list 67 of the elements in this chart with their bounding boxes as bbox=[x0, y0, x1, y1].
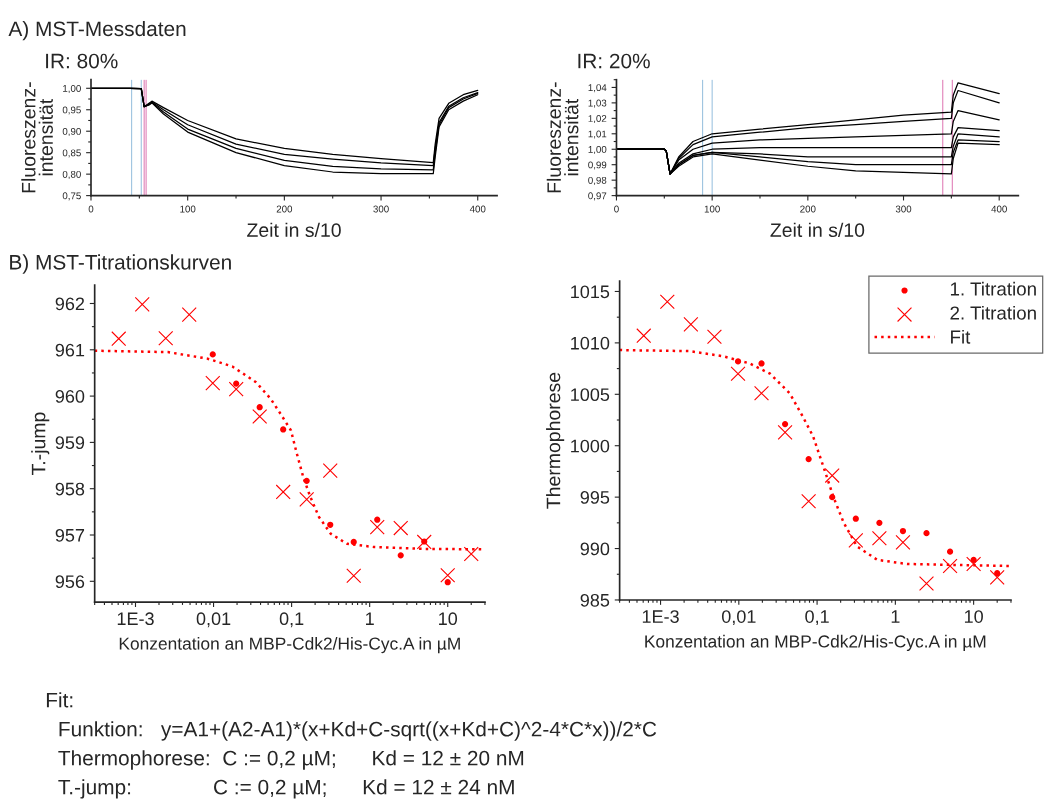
x-tick-label: 100 bbox=[180, 205, 196, 213]
y-tick-label: 0,97 bbox=[588, 192, 607, 201]
chart-title: A) MST-Messdaten bbox=[8, 20, 186, 41]
x-tick-label: 0 bbox=[88, 205, 94, 213]
text: Fit: bbox=[46, 692, 73, 708]
legend-label: 2. Titration bbox=[950, 305, 1036, 320]
x-tick-label: 400 bbox=[991, 205, 1007, 213]
x-tick-label: 0,1 bbox=[805, 610, 829, 626]
text: Funktion: y=A1+(A2-A1)*(x+Kd+C-sqrt((x+Kd+C)^2-4*C*x))/2*C bbox=[59, 721, 657, 741]
y-tick-label: 1,00 bbox=[588, 145, 607, 155]
y-tick-label: 1,04 bbox=[588, 84, 607, 93]
y-tick-label: 990 bbox=[580, 542, 610, 556]
y-tick-label: 960 bbox=[55, 390, 85, 403]
y-axis-title: Thermophorese bbox=[546, 372, 565, 509]
x-tick-label: 1 bbox=[366, 612, 374, 625]
x-tick-label: 200 bbox=[276, 205, 293, 213]
y-tick-label: 0,85 bbox=[62, 149, 81, 158]
y-tick-label: 1,03 bbox=[588, 99, 607, 108]
chart-title: B) MST-Titrationskurven bbox=[10, 254, 231, 274]
x-tick-label: 300 bbox=[895, 205, 912, 213]
y-axis-title: Fluoreszenz- intensität bbox=[546, 82, 579, 193]
y-tick-label: 0,80 bbox=[62, 170, 81, 179]
y-axis-title: T.-jump bbox=[31, 412, 50, 475]
x-tick-label: 400 bbox=[469, 205, 486, 213]
x-tick-label: 200 bbox=[800, 205, 816, 213]
y-tick-label: 1000 bbox=[571, 439, 610, 453]
y-tick-label: 958 bbox=[55, 482, 85, 496]
y-tick-label: 985 bbox=[580, 593, 610, 607]
y-tick-label: 0,90 bbox=[62, 127, 81, 136]
x-tick-label: 1 bbox=[891, 610, 900, 623]
y-tick-label: 959 bbox=[55, 436, 85, 450]
x-tick-label: 300 bbox=[373, 205, 389, 213]
x-tick-label: 0 bbox=[614, 205, 619, 213]
x-tick-label: 100 bbox=[704, 205, 720, 213]
x-axis-title: Zeit in s/10 bbox=[247, 222, 341, 238]
x-tick-label: 0,01 bbox=[721, 610, 756, 626]
x-tick-label: 10 bbox=[439, 612, 458, 626]
y-tick-label: 0,95 bbox=[62, 106, 81, 115]
x-tick-label: 0,1 bbox=[279, 612, 304, 628]
chart-subtitle: IR: 80% bbox=[46, 53, 118, 69]
legend-label: 1. Titration bbox=[950, 281, 1036, 296]
y-axis-title: Fluoreszenz- intensität bbox=[21, 82, 53, 193]
chart-title: IR: 20% bbox=[578, 53, 650, 69]
x-tick-label: 0,01 bbox=[196, 612, 231, 628]
y-tick-label: 0,98 bbox=[588, 176, 607, 185]
y-tick-label: 0,75 bbox=[62, 192, 81, 201]
y-tick-label: 956 bbox=[55, 575, 85, 589]
y-tick-label: 1010 bbox=[571, 336, 610, 350]
text: Thermophorese: C := 0,2 µM; Kd = 12 ± 20 nM bbox=[58, 750, 524, 770]
legend-label: Fit bbox=[951, 329, 971, 344]
y-tick-label: 1,00 bbox=[63, 85, 81, 94]
y-tick-label: 962 bbox=[55, 297, 85, 311]
y-tick-label: 0,99 bbox=[588, 161, 607, 170]
x-tick-label: 1E-3 bbox=[117, 612, 154, 626]
text: T.-jump: C := 0,2 µM; Kd = 12 ± 24 nM bbox=[58, 779, 514, 799]
y-tick-label: 1005 bbox=[571, 388, 610, 402]
y-tick-label: 1015 bbox=[571, 285, 610, 299]
x-tick-label: 10 bbox=[964, 610, 983, 623]
y-tick-label: 957 bbox=[55, 528, 85, 542]
y-tick-label: 1,01 bbox=[588, 130, 607, 139]
x-axis-title: Konzentation an MBP-Cdk2/His-Cyc.A in µM bbox=[119, 637, 460, 654]
x-axis-title: Konzentation an MBP-Cdk2/His-Cyc.A in µM bbox=[645, 634, 986, 652]
y-tick-label: 1,02 bbox=[588, 115, 607, 124]
y-tick-label: 995 bbox=[580, 491, 610, 504]
x-axis-title: Zeit in s/10 bbox=[770, 222, 865, 238]
y-tick-label: 961 bbox=[55, 343, 85, 357]
x-tick-label: 1E-3 bbox=[642, 610, 679, 623]
